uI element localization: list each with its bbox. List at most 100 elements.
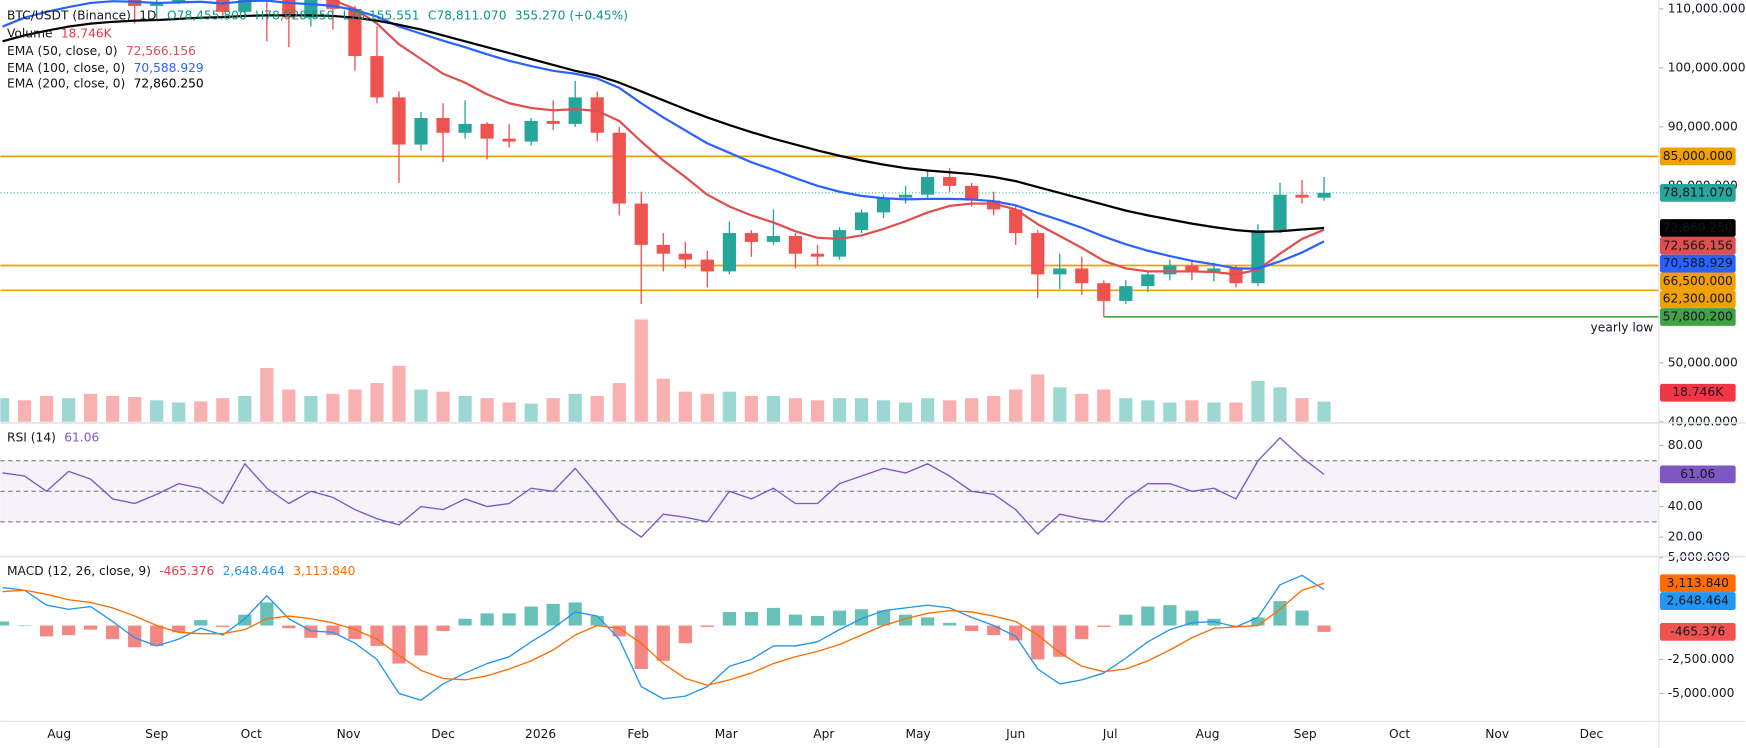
macd-histogram-bar [216, 625, 230, 627]
candle-body [1163, 265, 1177, 275]
price-badge-label: -465.376 [1670, 624, 1725, 638]
ema-line [2, 0, 1325, 270]
ema-name: EMA (50, close, 0) [7, 44, 118, 58]
volume-bar [987, 395, 1001, 422]
chart-legend: BTC/USDT (Binance) 1D O78,455.800 H78,92… [7, 8, 628, 577]
low-value: L78,155.551 [343, 8, 420, 22]
volume-bar [920, 398, 935, 422]
y-tick-label: -5,000.000 [1668, 686, 1735, 700]
macd-histogram-bar [1295, 610, 1309, 626]
y-tick-label: 90,000.000 [1668, 119, 1738, 133]
macd-histogram-bar [458, 618, 472, 626]
macd-histogram-bar [282, 625, 296, 629]
ema-legend: EMA (50, close, 0) 72,566.156 [7, 44, 196, 58]
macd-histogram-bar [854, 609, 869, 626]
candle-body [436, 118, 450, 133]
candle-body [1207, 268, 1221, 272]
candle-body [612, 132, 626, 204]
volume-bar [1141, 400, 1155, 422]
x-tick-label: 2026 [525, 727, 556, 741]
price-badge-label: 72,860.250 [1663, 220, 1733, 234]
axes: 110,000.000100,000.00090,000.00080,000.0… [47, 1, 1745, 741]
volume-bar [480, 398, 494, 422]
x-tick-label: Sep [145, 727, 168, 741]
macd-name: MACD (12, 26, close, 9) [7, 564, 151, 578]
macd-histogram-bar [150, 625, 164, 646]
volume-bar [1229, 402, 1243, 422]
price-badge [1659, 574, 1736, 593]
macd-histogram-bar [480, 613, 494, 626]
candle-body [766, 236, 781, 242]
candle-body [965, 185, 979, 201]
yearly-low-label: yearly low [1591, 320, 1654, 334]
volume-bar [965, 398, 979, 422]
volume-name: Volume [7, 26, 53, 40]
rsi-name: RSI (14) [7, 430, 56, 444]
macd-histogram-bar [656, 625, 670, 661]
volume-bar [832, 398, 847, 422]
price-badge [1659, 183, 1736, 202]
candle-body [700, 259, 714, 272]
y-tick-label: -2,500.000 [1668, 652, 1735, 666]
macd-histogram-bar [1031, 625, 1045, 660]
price-badge-label: 70,588.929 [1663, 256, 1733, 270]
ema-line [2, 14, 1325, 233]
ema-legend: EMA (200, close, 0) 72,860.250 [7, 76, 204, 90]
candle-body [1097, 283, 1111, 301]
volume-bar [766, 395, 781, 422]
candle-body [282, 0, 296, 18]
volume-bar [282, 389, 296, 422]
macd-histogram-bar [238, 614, 252, 626]
ema-value: 72,566.156 [126, 44, 196, 58]
macd-histogram-bar [39, 625, 54, 637]
volume-bar [568, 393, 582, 422]
volume-bar [1317, 401, 1331, 422]
volume-bar [216, 398, 230, 422]
candle-body [678, 253, 692, 260]
x-tick-label: Dec [1580, 727, 1604, 741]
volume-bar [678, 391, 692, 422]
ema-name: EMA (100, close, 0) [7, 60, 125, 74]
macd-histogram-bar [1251, 617, 1265, 626]
macd-value: 2,648.464 [223, 564, 285, 578]
volume-bar [106, 395, 120, 422]
candle-body [1229, 268, 1243, 284]
volume-bar [458, 395, 472, 422]
price-pane: yearly low [0, 0, 1659, 422]
volume-bar [876, 400, 891, 422]
price-badge [1659, 236, 1736, 255]
volume-bar [128, 397, 142, 422]
x-tick-label: Sep [1294, 727, 1317, 741]
price-badge [1659, 592, 1736, 610]
volume-value: 18.746K [61, 26, 113, 40]
macd-histogram-bar [634, 625, 648, 669]
volume-bar [722, 391, 736, 422]
candle-body [216, 0, 230, 12]
candle-body [1053, 268, 1067, 275]
volume-bar [1185, 400, 1199, 422]
volume-bar [1163, 402, 1177, 422]
price-badge-label: 72,566.156 [1663, 238, 1733, 252]
x-tick-label: Mar [715, 727, 739, 741]
candle-body [1119, 286, 1133, 301]
x-tick-label: May [905, 727, 930, 741]
volume-bar [854, 398, 869, 422]
x-tick-label: Nov [337, 727, 361, 741]
macd-legend: MACD (12, 26, close, 9) -465.376 2,648.4… [7, 564, 355, 578]
volume-bar [788, 398, 803, 422]
volume-bar [370, 383, 384, 422]
interval: 1D [139, 8, 156, 22]
histogram-value: -465.376 [159, 564, 214, 578]
x-tick-label: Aug [47, 727, 71, 741]
change-value: 355.270 (+0.45%) [515, 8, 628, 22]
macd-histogram-bar [62, 625, 76, 636]
macd-histogram-bar [744, 611, 759, 626]
macd-histogram-bar [128, 625, 142, 648]
candle-body [524, 120, 538, 142]
macd-histogram-bar [524, 606, 538, 626]
volume-bar [0, 398, 10, 422]
candle-body [943, 177, 957, 186]
rsi-pane [0, 437, 1659, 538]
symbol-legend: BTC/USDT (Binance) 1D O78,455.800 H78,92… [7, 8, 628, 22]
candle-body [1185, 265, 1199, 272]
